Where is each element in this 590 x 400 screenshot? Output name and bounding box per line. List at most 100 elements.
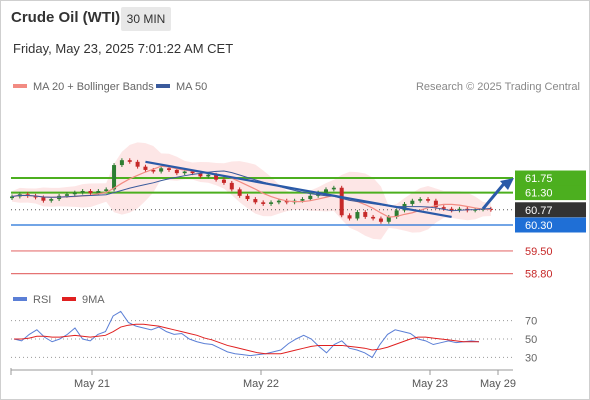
candle-body [159,168,164,172]
candle-body [449,208,454,211]
candle [135,159,140,169]
ma50-legend-label: MA 50 [176,81,207,93]
candle-body [49,199,54,201]
ma20-legend-swatch [13,84,27,88]
candle-body [378,218,383,222]
target-label: 58.80 [525,269,553,281]
candle-body [253,199,258,203]
candle [10,194,14,201]
candle-body [64,194,69,196]
candle [449,206,454,213]
candle-body [269,202,274,204]
price-legend: MA 20 + Bollinger Bands MA 50 Research ©… [13,81,580,93]
candle-body [229,182,234,190]
rsi-legend-swatch [13,297,27,301]
rsi-ma-legend-swatch [62,297,76,301]
chart-datetime: Friday, May 23, 2025 7:01:22 AM CET [13,41,234,56]
candle-body [245,195,250,200]
candle-body [300,199,305,201]
candle-body [276,200,281,203]
time-tick-label: May 22 [243,378,279,390]
candle [339,185,344,218]
candle-body [112,165,117,190]
current-price-label: 60.77 [525,205,553,217]
rsi-ma-line [14,323,479,355]
candle-body [72,192,77,195]
candle-body [127,160,132,162]
forecast-arrow-head [500,178,514,190]
candle-body [426,199,431,201]
candle-body [88,190,93,194]
candle-body [119,160,124,166]
candle-body [339,187,344,216]
candle-body [151,169,156,172]
candle-body [394,210,399,217]
candle-body [221,179,226,183]
candle-body [41,197,46,201]
candle-body [143,166,148,170]
ma50-legend-swatch [156,84,170,88]
time-tick-label: May 21 [74,378,110,390]
candle [112,163,117,192]
candle-body [167,168,171,170]
candle [457,206,462,213]
rsi-legend: RSI 9MA [13,294,105,306]
candle [88,189,93,196]
candle [221,177,226,185]
candle-body [386,216,391,222]
candle [355,210,360,221]
candle-body [33,195,38,198]
timeframe-badge[interactable]: 30 MIN [121,7,171,31]
resistance-tag [515,185,586,201]
time-axis: May 21 May 22 May 23 May 29 [10,368,516,390]
candle-body [206,174,211,177]
resistance-tag [515,170,586,186]
rsi-pane: 70 50 30 [11,310,537,364]
candle [426,197,431,203]
chart-header: Crude Oil (WTI) 30 MIN [0,0,590,36]
candle [80,189,85,195]
candle [261,200,266,206]
candle-body [441,207,446,209]
candle-body [174,169,179,174]
candle-body [10,196,14,199]
candle-body [371,216,376,219]
candle-body [363,212,368,217]
ma50-line [11,170,491,212]
candle-body [410,200,415,204]
candle-body [402,203,407,211]
candle [378,216,383,224]
candle [402,201,407,213]
candle-body [355,212,360,219]
candle-body [104,189,109,191]
candle-body [433,200,438,208]
resistance-label: 61.30 [525,188,553,200]
candle [363,210,368,219]
candle-body [418,199,423,201]
candle-body [135,161,140,167]
support-label: 60.30 [525,220,553,232]
ma20-legend-label: MA 20 + Bollinger Bands [33,81,154,93]
instrument-title: Crude Oil (WTI) [11,9,121,26]
candle [308,193,313,202]
rsi-legend-label: RSI [33,294,51,306]
downtrend-line [145,160,452,218]
rsi-ma-legend-label: 9MA [82,294,105,306]
candle-body [96,190,101,194]
candle [441,205,446,211]
time-tick-label: May 29 [480,378,516,390]
candle-body [190,171,195,174]
candle-body [214,174,219,180]
candle-body [347,215,352,219]
candle-body [261,202,266,204]
candle [331,185,336,192]
candle-body [457,208,462,211]
candle [386,214,391,224]
candle [347,213,352,221]
bollinger-band [12,142,491,240]
candle [269,200,274,206]
candle [371,214,376,221]
candle [394,208,399,219]
candle [410,198,415,206]
